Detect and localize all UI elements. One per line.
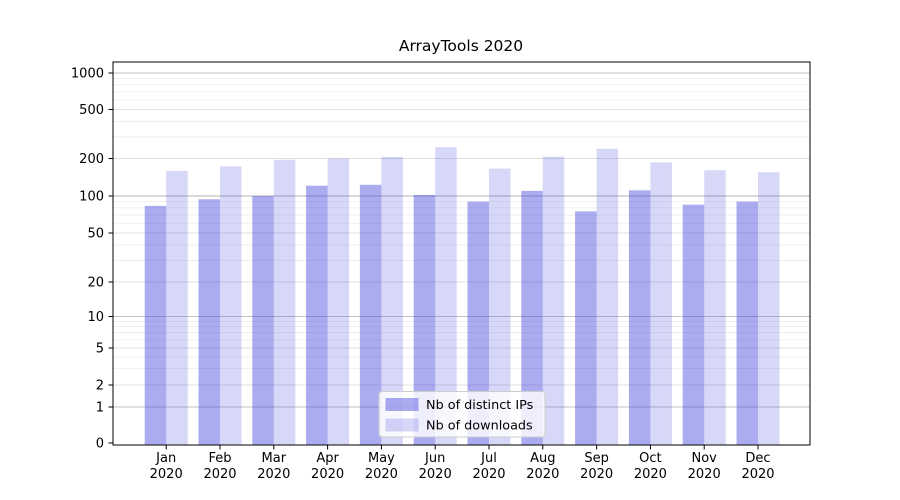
y-tick-label: 100 bbox=[79, 190, 104, 205]
bar-distinct-ips-mar bbox=[252, 196, 274, 445]
bar-downloads-mar bbox=[273, 159, 296, 445]
bar-downloads-apr bbox=[327, 158, 350, 445]
legend-swatch-downloads bbox=[385, 418, 419, 432]
x-tick-label: May 2020 bbox=[365, 451, 398, 482]
gridlines bbox=[113, 72, 810, 408]
legend: Nb of distinct IPs Nb of downloads bbox=[378, 391, 546, 438]
bar-distinct-ips-jul bbox=[467, 201, 489, 445]
bar-downloads-nov bbox=[704, 170, 726, 445]
bar-downloads-sep bbox=[596, 148, 619, 445]
y-tick-label: 200 bbox=[79, 152, 104, 167]
bar-distinct-ips-sep bbox=[575, 211, 597, 445]
bar-downloads-dec bbox=[758, 172, 780, 445]
y-tick-label: 1000 bbox=[71, 67, 104, 82]
x-tick-label: Apr 2020 bbox=[311, 451, 344, 482]
bar-downloads-jun bbox=[435, 147, 457, 445]
bar-distinct-ips-apr bbox=[306, 185, 328, 445]
bar-distinct-ips-aug bbox=[521, 190, 543, 445]
x-tick-label: Jul 2020 bbox=[472, 451, 505, 482]
x-tick-label: Aug 2020 bbox=[526, 451, 559, 482]
y-tick-label: 0 bbox=[96, 437, 104, 452]
bar-series bbox=[144, 147, 780, 445]
x-tick-label: Jun 2020 bbox=[419, 451, 452, 482]
x-tick-label: Jan 2020 bbox=[150, 451, 183, 482]
y-tick-label: 5 bbox=[96, 342, 104, 357]
y-tick-label: 1 bbox=[96, 401, 104, 416]
bar-distinct-ips-may bbox=[359, 184, 382, 445]
x-tick-label: Dec 2020 bbox=[741, 451, 774, 482]
x-tick-label: Nov 2020 bbox=[688, 451, 721, 482]
x-tick-label: Feb 2020 bbox=[203, 451, 236, 482]
y-tick-label: 2 bbox=[96, 379, 104, 394]
legend-swatch-distinct-ips bbox=[385, 398, 419, 411]
y-tick-label: 50 bbox=[87, 227, 104, 242]
bar-distinct-ips-jun bbox=[413, 194, 436, 445]
bar-downloads-jul bbox=[489, 168, 511, 445]
plot-border bbox=[112, 61, 811, 446]
bar-distinct-ips-jan bbox=[144, 205, 167, 445]
legend-label-distinct-ips: Nb of distinct IPs bbox=[426, 398, 534, 413]
bar-downloads-feb bbox=[220, 166, 242, 445]
x-tick-label: Mar 2020 bbox=[257, 451, 290, 482]
y-tick-label: 20 bbox=[87, 276, 104, 291]
legend-box bbox=[378, 391, 546, 438]
axis-tick-marks bbox=[108, 72, 759, 450]
bar-distinct-ips-feb bbox=[198, 199, 220, 445]
x-tick-label: Sep 2020 bbox=[580, 451, 613, 482]
x-axis-labels: Jan 2020 Feb 2020 Mar 2020 Apr 2020 May 2020 Jun 20… bbox=[150, 451, 775, 482]
bar-distinct-ips-oct bbox=[628, 190, 651, 445]
bar-downloads-may bbox=[381, 156, 403, 445]
chart-title: ArrayTools 2020 bbox=[399, 37, 523, 55]
x-tick-label: Oct 2020 bbox=[634, 451, 667, 482]
bar-downloads-aug bbox=[542, 156, 565, 445]
legend-label-downloads: Nb of downloads bbox=[426, 419, 533, 434]
y-tick-label: 10 bbox=[87, 310, 104, 325]
bar-downloads-jan bbox=[166, 170, 188, 445]
bar-downloads-oct bbox=[650, 162, 672, 445]
bar-distinct-ips-nov bbox=[682, 204, 705, 445]
y-axis-labels: 0 1 2 5 10 20 50 100 200 500 1000 bbox=[71, 67, 104, 452]
bar-distinct-ips-dec bbox=[736, 201, 758, 445]
y-tick-label: 500 bbox=[79, 103, 104, 118]
